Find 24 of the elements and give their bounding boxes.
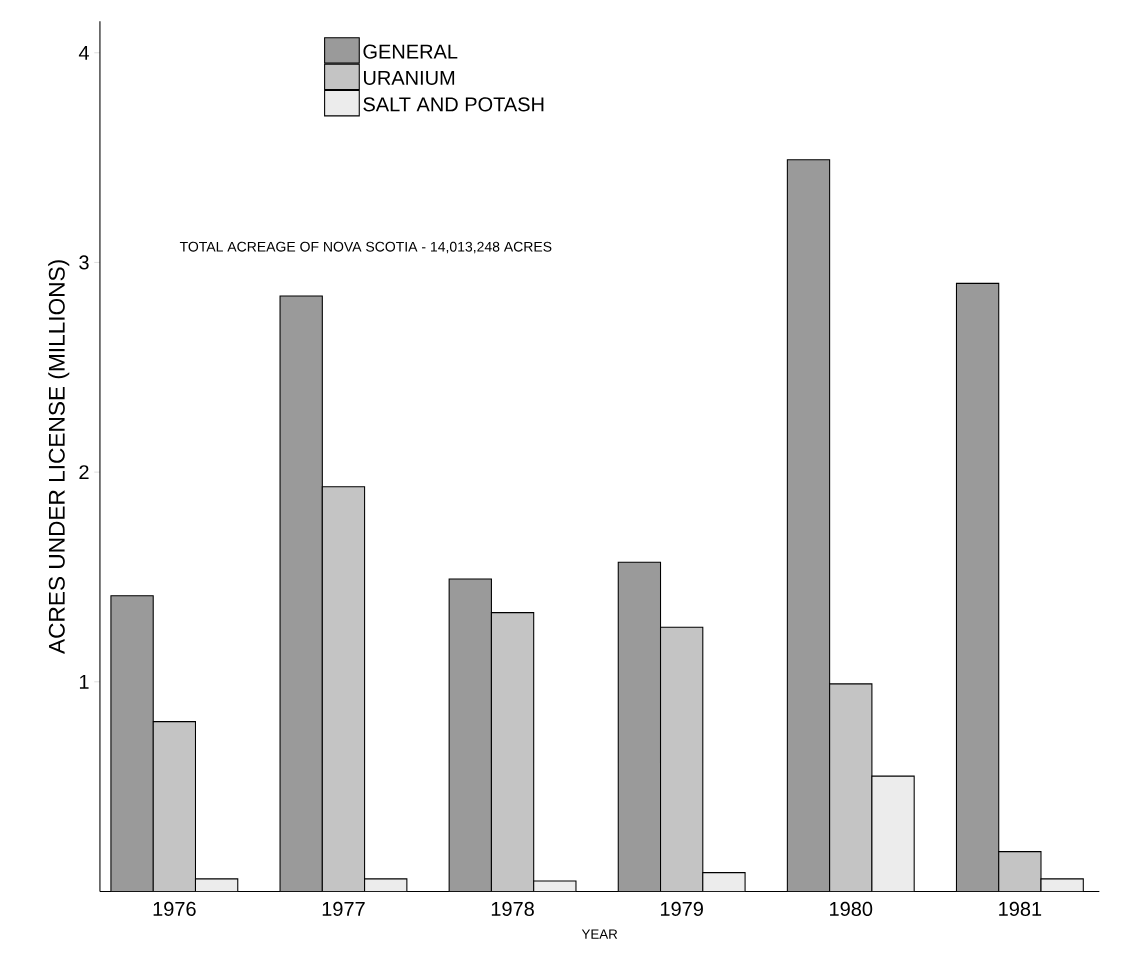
x-tick-label: 1977 <box>322 901 365 916</box>
bar <box>618 562 661 892</box>
bar <box>702 872 746 892</box>
annotation: TOTAL ACREAGE OF NOVA SCOTIA - 14,013,248 ACRES <box>179 241 552 254</box>
y-tick-label: 1 <box>79 674 89 689</box>
bar <box>110 595 154 892</box>
legend-label: URANIUM <box>364 70 455 85</box>
bar <box>787 159 830 892</box>
legend-label: SALT AND POTASH <box>363 97 544 112</box>
y-tick-label: 2 <box>79 465 89 480</box>
x-tick-label: 1978 <box>491 901 534 916</box>
bar <box>280 295 323 892</box>
y-tick-label: 3 <box>79 255 89 270</box>
legend-label: GENERAL <box>363 44 458 59</box>
x-tick-label: 1979 <box>660 901 703 916</box>
x-axis-title: YEAR <box>581 929 618 939</box>
y-tick-label: 4 <box>78 45 89 60</box>
bar <box>449 579 492 892</box>
bar <box>871 776 915 892</box>
x-tick-label: 1980 <box>830 901 873 916</box>
x-tick-label: 1981 <box>999 901 1042 916</box>
x-tick-label: 1976 <box>153 901 196 916</box>
bar <box>955 282 1000 892</box>
y-axis-title: ACRES UNDER LICENSE (MILLIONS) <box>48 260 70 654</box>
